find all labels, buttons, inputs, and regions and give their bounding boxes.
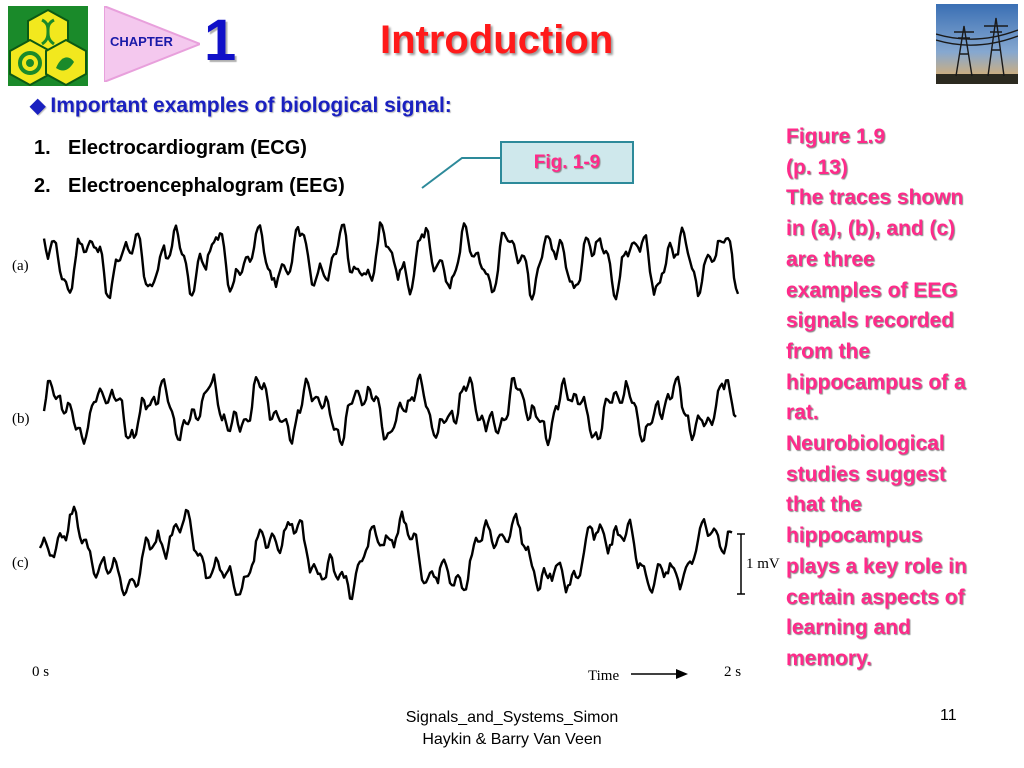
caption-line: memory. [786,646,872,670]
diamond-bullet-icon: ◆ [30,95,46,117]
caption-line: rat. [786,401,819,425]
trace-label-a: (a) [12,258,29,274]
caption-line: Neurobiological [786,432,945,456]
caption-line: Figure 1.9 [786,125,886,148]
caption-line: in (a), (b), and (c) [786,217,956,241]
eeg-trace-c [38,505,733,601]
caption-line: that the [786,493,862,517]
eeg-trace-a [42,221,740,301]
caption-line: hippocampus of a [786,370,966,394]
scale-bar [737,533,745,595]
caption-line: hippocampus [786,524,923,548]
list-text: Electroencephalogram (EEG) [68,175,345,197]
list-number: 1. [34,137,51,159]
page-number: 11 [940,707,957,724]
fig-button-label: Fig. 1-9 [533,152,601,173]
fig-connector-line [421,157,502,189]
list-item: 1. Electrocardiogram (ECG) [34,137,307,160]
caption-line: signals recorded [786,309,955,333]
university-logo [8,6,88,86]
subtitle-text: Important examples of biological signal: [50,94,452,117]
subtitle: ◆ Important examples of biological signal… [30,93,452,118]
caption-line: The traces shown [786,186,964,210]
caption-line: certain aspects of [786,585,965,609]
footer-source: Signals_and_Systems_Simon Haykin & Barry… [340,707,684,751]
time-axis-label: Time [588,668,619,684]
caption-line: examples of EEG [786,278,958,302]
chapter-label: CHAPTER [110,34,173,49]
footer-source-line: Signals_and_Systems_Simon [405,709,619,726]
caption-line: from the [786,339,870,363]
list-number: 2. [34,175,51,197]
list-text: Electrocardiogram (ECG) [68,137,307,159]
page-title: Introduction [380,18,614,62]
list-item: 2. Electroencephalogram (EEG) [34,175,345,198]
time-start-label: 0 s [32,664,49,680]
time-end-label: 2 s [724,664,741,680]
caption-line: studies suggest [786,462,946,486]
caption-line: are three [786,247,875,271]
caption-line: learning and [786,616,911,640]
power-tower-photo [936,4,1018,84]
caption-line: plays a key role in [786,554,967,578]
trace-label-c: (c) [12,555,29,571]
eeg-trace-b [42,373,737,447]
footer-source-line: Haykin & Barry Van Veen [422,731,602,748]
figure-caption: Figure 1.9 (p. 13) The traces shown in (… [786,122,1018,675]
eeg-traces-figure: (a) (b) (c) 1 mV 0 s 2 s Time [12,221,780,684]
caption-line: (p. 13) [786,155,848,179]
time-arrow-icon [631,669,688,679]
chapter-badge [104,6,200,82]
scale-label: 1 mV [746,556,780,572]
chapter-number: 1 [204,8,237,73]
trace-label-b: (b) [12,411,30,427]
fig-1-9-button[interactable]: Fig. 1-9 [500,141,634,184]
